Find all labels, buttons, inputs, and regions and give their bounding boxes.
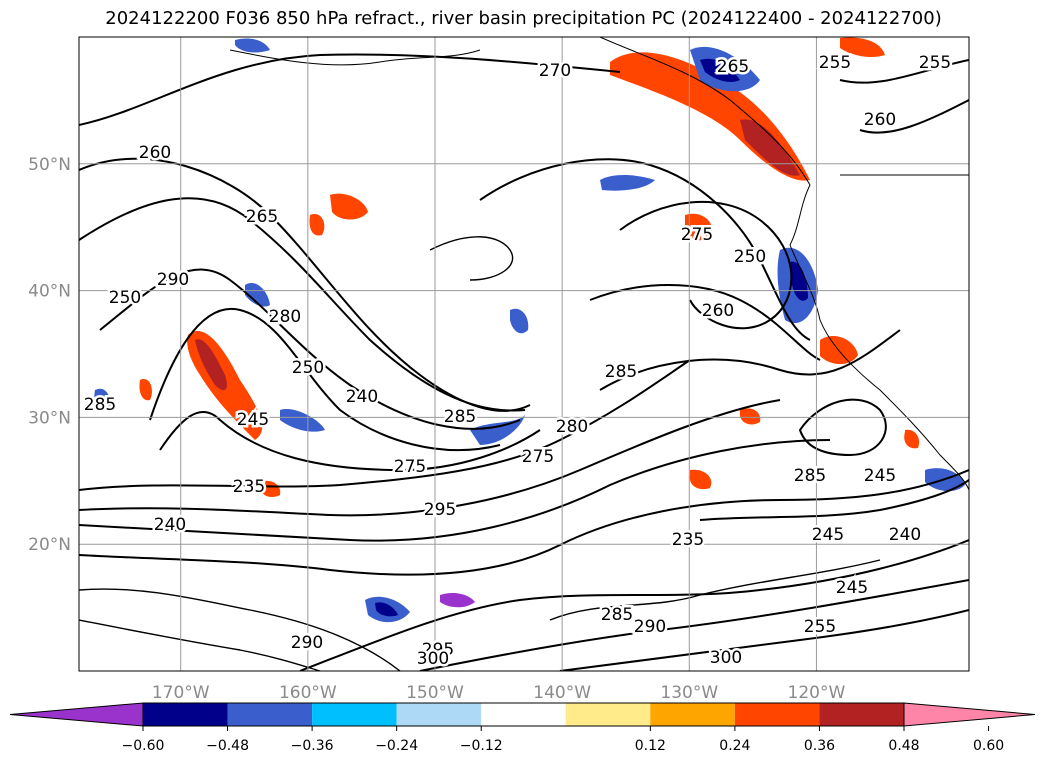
colorbar-tick-label: 0.60: [973, 738, 1004, 754]
gridlines: [79, 37, 969, 671]
lat-tick-label: 30°N: [28, 408, 71, 428]
lon-tick-label: 140°W: [533, 683, 591, 703]
latitude-labels: 20°N 30°N 40°N 50°N: [28, 155, 71, 555]
contour-value-label: 275: [522, 447, 554, 467]
contour-value-label: 285: [794, 466, 826, 486]
colorbar-swatch: [819, 703, 904, 726]
colorbar-swatch: [734, 703, 820, 726]
colorbar-swatch: [481, 703, 566, 726]
contour-value-label: 265: [717, 57, 749, 77]
contour-value-label: 245: [836, 578, 868, 598]
contour-value-label: 290: [634, 617, 666, 637]
contour-value-label: 240: [346, 387, 378, 407]
coastline-alaska: [229, 49, 481, 66]
contour-value-label: 275: [394, 457, 426, 477]
colorbar-max-extend: [903, 702, 1036, 727]
contour-value-label: 285: [444, 407, 476, 427]
contour-value-label: 260: [139, 143, 171, 163]
colorbar-swatch: [227, 703, 313, 726]
shaded-patches: [94, 37, 965, 623]
colorbar-tick-label: −0.12: [460, 738, 503, 754]
colorbar-tick-label: −0.24: [375, 738, 418, 754]
colorbar-swatch: [143, 703, 228, 726]
contour-value-label: 245: [864, 466, 896, 486]
map-frame: [78, 36, 970, 672]
contour-value-label: 235: [672, 530, 704, 550]
colorbar-tick-label: 0.48: [888, 738, 919, 754]
colorbar-frame: [142, 702, 905, 727]
colorbar-swatch: [312, 703, 397, 726]
longitude-labels: 170°W 160°W 150°W 140°W 130°W 120°W: [152, 683, 846, 703]
contour-value-label: 255: [804, 617, 836, 637]
contour-value-label: 245: [237, 410, 269, 430]
colorbar-tick-label: 0.36: [804, 738, 835, 754]
lat-tick-label: 50°N: [28, 155, 71, 175]
coastline: [599, 37, 969, 491]
lon-tick-label: 150°W: [406, 683, 464, 703]
contour-lines: [79, 53, 969, 671]
contour-value-label: 290: [157, 270, 189, 290]
contour-value-label: 250: [109, 288, 141, 308]
colorbar-tick-label: −0.36: [291, 738, 334, 754]
chart-title: 2024122200 F036 850 hPa refract., river …: [105, 8, 942, 29]
lon-tick-label: 170°W: [152, 683, 210, 703]
contour-value-label: 250: [292, 358, 324, 378]
colorbar-tick-label: 0.12: [635, 738, 666, 754]
colorbar-tick-label: 0.24: [719, 738, 750, 754]
colorbar: −0.60 −0.48 −0.36 −0.24 −0.12 0.12 0.24 0.36 0.4…: [9, 702, 1036, 754]
contour-value-label: 270: [539, 61, 571, 81]
colorbar-min-extend: [9, 702, 144, 727]
contour-value-label: 240: [154, 515, 186, 535]
contour-value-label: 280: [556, 417, 588, 437]
contour-value-label: 235: [233, 477, 265, 497]
lon-tick-label: 120°W: [788, 683, 846, 703]
contour-value-label: 300: [710, 648, 742, 668]
contour-value-label: 255: [919, 53, 951, 73]
contour-value-label: 300: [417, 649, 449, 669]
lon-tick-label: 130°W: [660, 683, 718, 703]
contour-value-label: 295: [424, 500, 456, 520]
contour-value-label: 285: [601, 605, 633, 625]
colorbar-swatch: [650, 703, 735, 726]
contour-value-label: 285: [605, 362, 637, 382]
colorbar-tick-label: −0.60: [122, 738, 165, 754]
contour-value-label: 255: [819, 53, 851, 73]
lon-tick-label: 160°W: [279, 683, 337, 703]
contour-value-label: 240: [889, 525, 921, 545]
contour-value-label: 285: [84, 395, 116, 415]
colorbar-swatch: [565, 703, 651, 726]
lat-tick-label: 20°N: [28, 535, 71, 555]
contour-value-label: 260: [864, 110, 896, 130]
contour-value-label: 245: [812, 525, 844, 545]
contour-value-label: 250: [734, 247, 766, 267]
contour-value-label: 295: [422, 640, 454, 660]
colorbar-swatch: [396, 703, 482, 726]
colorbar-tick-label: −0.48: [206, 738, 249, 754]
contour-value-label: 265: [246, 207, 278, 227]
contour-value-label: 275: [681, 225, 713, 245]
contour-value-label: 290: [291, 633, 323, 653]
contour-value-label: 280: [269, 307, 301, 327]
contour-labels: 270 265 255 255 260 260 265 290 280 250 240 245 235 2…: [81, 51, 953, 672]
lat-tick-label: 40°N: [28, 282, 71, 302]
contour-value-label: 260: [702, 301, 734, 321]
